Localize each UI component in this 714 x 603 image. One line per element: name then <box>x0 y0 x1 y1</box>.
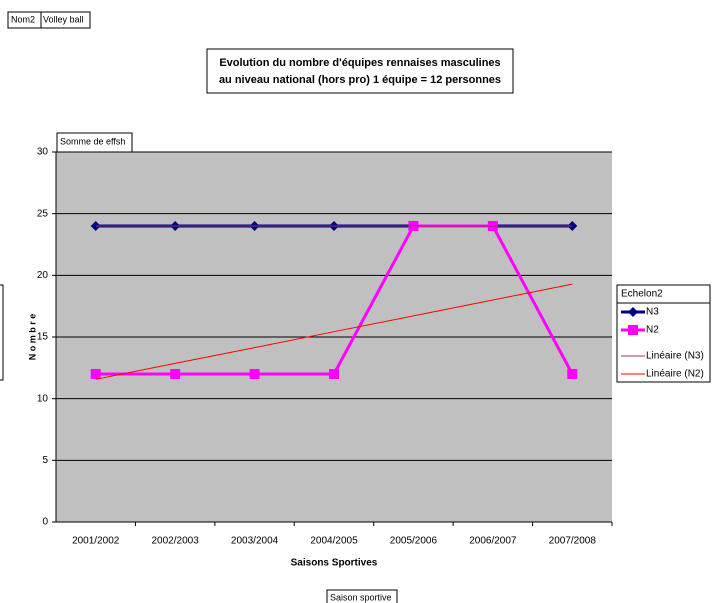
y-tick-label: 15 <box>37 332 49 343</box>
x-tick-label: 2001/2002 <box>72 536 120 547</box>
legend-title: Echelon2 <box>621 289 663 300</box>
legend-label: N3 <box>646 307 659 318</box>
row-field-box[interactable] <box>326 589 398 603</box>
x-tick-label: 2002/2003 <box>152 536 200 547</box>
marker <box>628 325 638 335</box>
legend-title-box[interactable] <box>616 284 711 304</box>
series-line <box>95 283 573 380</box>
x-tick-label: 2004/2005 <box>310 536 358 547</box>
marker <box>329 369 339 379</box>
x-tick-label: 2003/2004 <box>231 536 279 547</box>
y-tick-label: 25 <box>37 208 49 219</box>
filter-field: Nom2 <box>11 14 35 24</box>
data-field: Somme de effsh <box>60 136 125 146</box>
y-tick-label: 30 <box>37 147 49 158</box>
x-tick-label: 2005/2006 <box>390 536 438 547</box>
y-axis-label: N o m b r e <box>27 314 37 361</box>
marker <box>170 369 181 379</box>
marker <box>249 369 260 379</box>
legend-label: Linéaire (N3) <box>646 351 704 362</box>
chart-title: au niveau national (hors pro) 1 équipe =… <box>219 74 501 86</box>
x-tick-label: 2007/2008 <box>549 536 597 547</box>
y-tick-label: 0 <box>42 517 48 528</box>
x-tick-label: 2006/2007 <box>469 536 517 547</box>
marker <box>90 369 101 379</box>
legend-label: Linéaire (N2) <box>646 369 704 380</box>
y-tick-label: 20 <box>37 270 49 281</box>
marker <box>628 307 638 317</box>
filter-value-box[interactable] <box>40 11 91 29</box>
chart-title: Evolution du nombre d'équipes rennaises … <box>219 57 500 69</box>
y-tick-label: 5 <box>42 455 48 466</box>
filter-value: Volley ball <box>43 14 84 24</box>
title-box <box>206 48 514 94</box>
x-axis-label: Saisons Sportives <box>291 558 378 569</box>
row-field: Saison sportive <box>330 592 392 602</box>
y-tick-label: 10 <box>37 393 49 404</box>
field-button[interactable] <box>0 284 4 381</box>
marker <box>567 369 578 379</box>
legend-label: N2 <box>646 325 659 336</box>
